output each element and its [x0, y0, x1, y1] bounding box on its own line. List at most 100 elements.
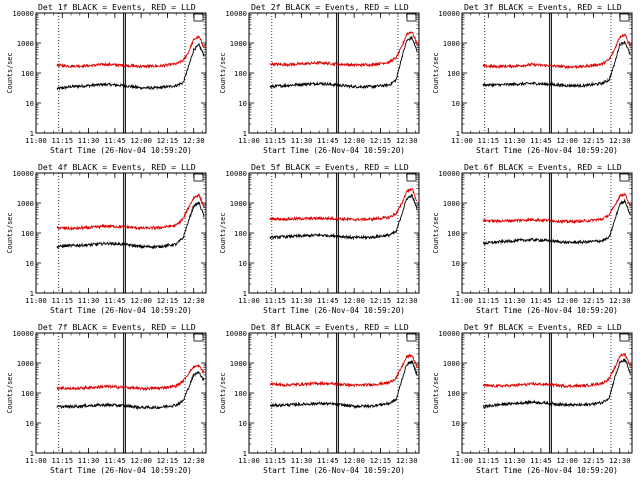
series-lld-line: [482, 33, 631, 70]
plot-frame: [35, 172, 207, 294]
chart-title: Det 4f BLACK = Events, RED = LLD: [38, 162, 196, 172]
x-axis-label: Start Time (26-Nov-04 10:59:20): [50, 146, 192, 155]
corner-box-icon: [193, 13, 204, 22]
series-lld-line: [482, 353, 631, 389]
y-tick-label: 1: [243, 289, 247, 298]
x-tick-label: 12:30: [609, 296, 631, 305]
series-events-line: [269, 35, 418, 90]
x-tick-label: 12:15: [583, 456, 605, 465]
x-tick-label: 11:15: [264, 296, 286, 305]
chart-title: Det 2f BLACK = Events, RED = LLD: [251, 2, 409, 12]
y-tick-label: 1000: [230, 39, 247, 48]
corner-box-icon: [619, 173, 630, 182]
series-events-line: [482, 40, 631, 89]
y-tick-label: 1: [30, 449, 34, 458]
y-axis-label: Counts/sec: [432, 213, 440, 254]
y-tick-label: 10: [238, 259, 247, 268]
series-lld-line: [56, 193, 205, 232]
x-tick-label: 11:00: [238, 136, 260, 145]
corner-box-icon: [406, 13, 417, 22]
y-tick-label: 10000: [225, 9, 247, 18]
y-tick-label: 10000: [438, 9, 460, 18]
x-tick-label: 12:00: [130, 296, 152, 305]
y-tick-label: 10000: [12, 9, 34, 18]
y-tick-label: 100: [21, 229, 34, 238]
x-axis-label: Start Time (26-Nov-04 10:59:20): [263, 306, 405, 315]
x-tick-label: 11:15: [51, 136, 73, 145]
x-axis-label: Start Time (26-Nov-04 10:59:20): [50, 306, 192, 315]
corner-box-icon: [619, 13, 630, 22]
y-tick-label: 1000: [17, 39, 34, 48]
x-axis-label: Start Time (26-Nov-04 10:59:20): [476, 306, 618, 315]
chart-panel-2: Det 2f BLACK = Events, RED = LLD 1 10 100 10…: [219, 2, 420, 155]
x-tick-label: 12:00: [343, 456, 365, 465]
y-axis-label: Counts/sec: [432, 53, 440, 94]
corner-box-icon: [193, 173, 204, 182]
x-axis-label: Start Time (26-Nov-04 10:59:20): [263, 466, 405, 475]
y-tick-label: 1000: [230, 359, 247, 368]
x-tick-label: 11:15: [51, 456, 73, 465]
series-events-line: [482, 358, 631, 409]
y-tick-label: 10000: [438, 169, 460, 178]
x-tick-label: 11:00: [238, 456, 260, 465]
x-axis-label: Start Time (26-Nov-04 10:59:20): [50, 466, 192, 475]
y-tick-label: 1: [456, 289, 460, 298]
x-tick-label: 11:30: [504, 136, 526, 145]
x-tick-label: 11:00: [25, 296, 47, 305]
y-tick-label: 100: [447, 389, 460, 398]
y-tick-label: 100: [447, 229, 460, 238]
x-tick-label: 11:30: [291, 136, 313, 145]
x-tick-label: 12:30: [396, 456, 418, 465]
y-tick-label: 1000: [443, 39, 460, 48]
x-tick-label: 11:45: [317, 136, 339, 145]
plot-frame: [461, 12, 633, 134]
x-tick-label: 12:30: [183, 136, 205, 145]
x-tick-label: 11:30: [504, 296, 526, 305]
x-tick-label: 11:00: [238, 296, 260, 305]
y-tick-label: 1: [243, 449, 247, 458]
y-tick-label: 1: [30, 289, 34, 298]
series-events-line: [56, 371, 205, 411]
x-tick-label: 12:00: [556, 456, 578, 465]
plot-frame: [35, 332, 207, 454]
x-tick-label: 12:00: [343, 136, 365, 145]
x-tick-label: 11:45: [104, 296, 126, 305]
x-tick-label: 11:45: [104, 136, 126, 145]
series-lld-line: [56, 363, 205, 392]
x-tick-label: 11:45: [530, 136, 552, 145]
chart-panel-3: Det 3f BLACK = Events, RED = LLD 1 10 100 10…: [432, 2, 633, 155]
y-tick-label: 1000: [17, 199, 34, 208]
x-tick-label: 12:00: [130, 456, 152, 465]
series-events-line: [269, 193, 418, 241]
y-tick-label: 10: [451, 419, 460, 428]
y-tick-label: 10: [25, 259, 34, 268]
x-tick-label: 11:15: [477, 296, 499, 305]
y-tick-label: 100: [21, 389, 34, 398]
y-tick-label: 1000: [443, 199, 460, 208]
x-tick-label: 12:15: [370, 136, 392, 145]
y-axis-label: Counts/sec: [219, 213, 227, 254]
chart-panel-9: Det 9f BLACK = Events, RED = LLD 1 10 100 10…: [432, 322, 633, 475]
chart-title: Det 5f BLACK = Events, RED = LLD: [251, 162, 409, 172]
series-lld-line: [269, 188, 418, 222]
x-axis-label: Start Time (26-Nov-04 10:59:20): [476, 146, 618, 155]
x-tick-label: 11:00: [451, 296, 473, 305]
corner-box-icon: [193, 333, 204, 342]
x-tick-label: 11:00: [451, 456, 473, 465]
y-axis-label: Counts/sec: [6, 53, 14, 94]
series-lld-line: [269, 352, 418, 388]
x-tick-label: 12:15: [370, 296, 392, 305]
x-tick-label: 11:30: [291, 296, 313, 305]
y-tick-label: 10000: [438, 329, 460, 338]
y-tick-label: 10000: [225, 169, 247, 178]
corner-box-icon: [619, 333, 630, 342]
y-tick-label: 100: [21, 69, 34, 78]
x-tick-label: 11:45: [104, 456, 126, 465]
x-tick-label: 11:45: [530, 296, 552, 305]
chart-title: Det 8f BLACK = Events, RED = LLD: [251, 322, 409, 332]
y-tick-label: 100: [234, 389, 247, 398]
x-tick-label: 11:15: [264, 456, 286, 465]
x-tick-label: 12:15: [157, 456, 179, 465]
plot-frame: [248, 12, 420, 134]
